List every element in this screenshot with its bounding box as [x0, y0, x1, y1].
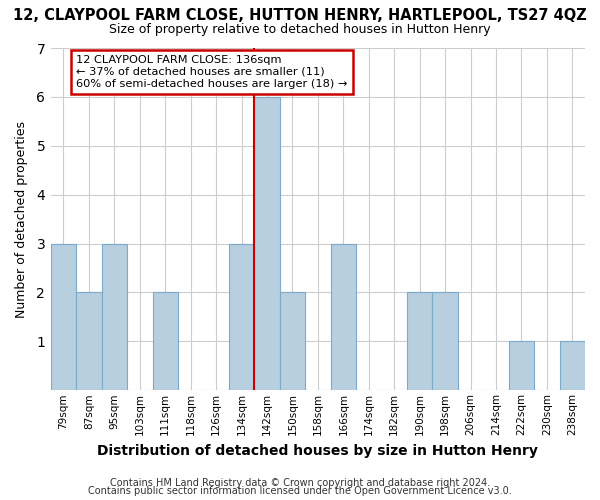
Bar — [152, 292, 178, 390]
Bar — [407, 292, 433, 390]
Bar — [76, 292, 101, 390]
Bar — [280, 292, 305, 390]
Bar — [229, 244, 254, 390]
Text: Size of property relative to detached houses in Hutton Henry: Size of property relative to detached ho… — [109, 22, 491, 36]
Text: 12, CLAYPOOL FARM CLOSE, HUTTON HENRY, HARTLEPOOL, TS27 4QZ: 12, CLAYPOOL FARM CLOSE, HUTTON HENRY, H… — [13, 8, 587, 22]
Bar — [51, 244, 76, 390]
Y-axis label: Number of detached properties: Number of detached properties — [15, 120, 28, 318]
X-axis label: Distribution of detached houses by size in Hutton Henry: Distribution of detached houses by size … — [97, 444, 538, 458]
Bar — [331, 244, 356, 390]
Bar — [254, 97, 280, 390]
Bar — [509, 342, 534, 390]
Text: Contains public sector information licensed under the Open Government Licence v3: Contains public sector information licen… — [88, 486, 512, 496]
Bar — [433, 292, 458, 390]
Text: Contains HM Land Registry data © Crown copyright and database right 2024.: Contains HM Land Registry data © Crown c… — [110, 478, 490, 488]
Bar — [101, 244, 127, 390]
Text: 12 CLAYPOOL FARM CLOSE: 136sqm
← 37% of detached houses are smaller (11)
60% of : 12 CLAYPOOL FARM CLOSE: 136sqm ← 37% of … — [76, 56, 347, 88]
Bar — [560, 342, 585, 390]
